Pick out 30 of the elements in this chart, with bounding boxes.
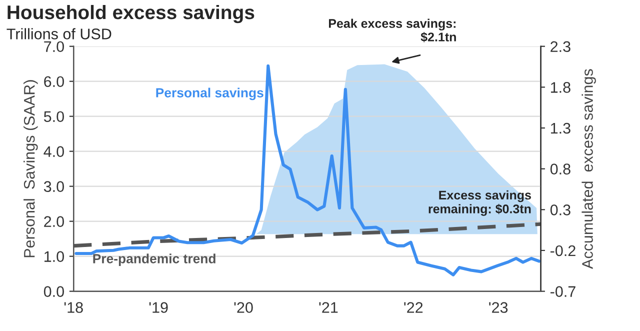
y-tick-label: 2.0 — [44, 216, 64, 227]
y-tick-label: 0.0 — [44, 286, 64, 297]
series-label: Pre-pandemic trend — [93, 254, 216, 266]
y-tick-label: 5.0 — [44, 111, 64, 122]
series-label: Personal savings — [156, 88, 264, 100]
annotation: Excess savings remaining: $0.3tn — [428, 190, 531, 216]
y-tick-label: 7.0 — [44, 41, 64, 52]
y2-tick-label: 1.3 — [550, 122, 570, 134]
x-tick-label: '22 — [404, 302, 423, 313]
y2-tick-label: -0.7 — [550, 286, 576, 297]
x-tick-label: '18 — [64, 302, 83, 313]
y2-tick-label: 0.3 — [550, 204, 570, 216]
y2-tick-label: 1.8 — [550, 82, 570, 93]
y-tick-label: 6.0 — [44, 76, 64, 88]
y2-tick-label: -0.2 — [550, 245, 576, 256]
x-tick-label: '19 — [149, 302, 168, 313]
y-tick-label: 3.0 — [44, 181, 64, 192]
x-tick-label: '23 — [489, 302, 508, 313]
line-series — [74, 64, 541, 276]
text: Peak excess savings: $2.1tn — [328, 18, 456, 42]
y-axis-title: Personal Savings (SAAR) — [24, 80, 38, 258]
y2-tick-label: 2.3 — [550, 41, 570, 52]
x-tick-label: '20 — [234, 302, 253, 313]
chart-title: Household excess savings — [8, 4, 254, 24]
y-tick-label: 1.0 — [44, 251, 64, 262]
y-tick-label: 4.0 — [44, 146, 64, 157]
x-tick-label: '21 — [319, 302, 338, 313]
chart-subtitle: Trillions of USD — [6, 28, 112, 40]
y2-tick-label: 0.8 — [550, 164, 570, 174]
y2-axis-title: Accumulated excess savings — [582, 69, 596, 269]
